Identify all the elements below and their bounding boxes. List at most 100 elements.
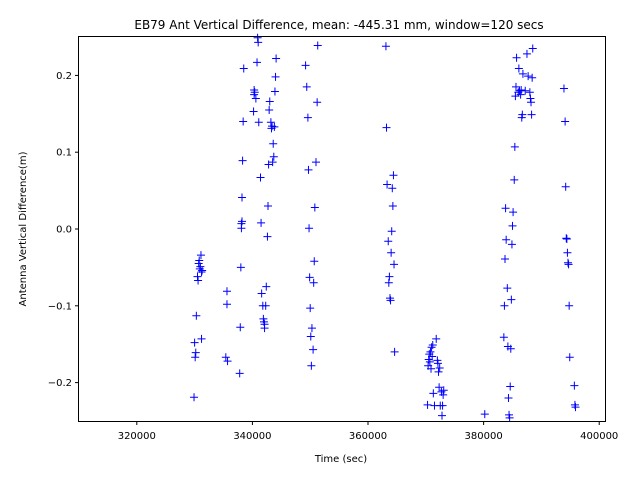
x-tick-label: 360000 xyxy=(349,431,387,442)
data-point xyxy=(384,278,393,287)
data-point xyxy=(511,82,520,91)
data-point xyxy=(263,232,272,241)
data-point xyxy=(527,110,536,119)
data-point xyxy=(194,276,203,285)
axes-frame xyxy=(78,36,606,422)
data-point xyxy=(238,193,247,202)
data-point xyxy=(239,117,248,126)
data-point xyxy=(433,359,442,368)
data-point xyxy=(507,240,516,249)
data-point xyxy=(382,123,391,132)
data-point xyxy=(196,251,205,260)
data-point xyxy=(518,110,527,119)
data-point xyxy=(381,42,390,51)
data-point xyxy=(235,369,244,378)
data-point xyxy=(190,393,199,402)
data-point xyxy=(387,248,396,257)
data-point xyxy=(505,413,514,422)
data-point xyxy=(307,361,316,370)
data-point xyxy=(504,393,513,402)
y-tick-label: 0.0 xyxy=(56,225,72,236)
data-point xyxy=(268,158,277,167)
data-point xyxy=(564,258,573,267)
chart-title: EB79 Ant Vertical Difference, mean: -445… xyxy=(134,18,543,32)
data-point xyxy=(388,201,397,210)
data-point xyxy=(257,289,266,298)
data-point xyxy=(305,224,314,233)
data-point xyxy=(426,347,435,356)
data-point xyxy=(311,158,320,167)
data-point xyxy=(306,304,315,313)
data-point xyxy=(269,152,278,161)
plot-area-marks xyxy=(190,33,580,422)
data-point xyxy=(387,227,396,236)
data-point xyxy=(561,117,570,126)
y-tick-label: −0.1 xyxy=(48,301,72,312)
data-point xyxy=(432,334,441,343)
data-point xyxy=(306,332,315,341)
data-point xyxy=(269,139,278,148)
data-point xyxy=(390,260,399,269)
data-point xyxy=(571,403,580,412)
data-point xyxy=(264,160,273,169)
data-point xyxy=(264,201,273,210)
data-point xyxy=(524,72,533,81)
data-point xyxy=(439,386,448,395)
data-point xyxy=(563,248,572,257)
data-point xyxy=(313,98,322,107)
data-point xyxy=(564,260,573,269)
data-point xyxy=(309,278,318,287)
data-point xyxy=(221,353,230,362)
data-point xyxy=(427,364,436,373)
data-point xyxy=(506,382,515,391)
data-point xyxy=(250,88,259,97)
data-point xyxy=(501,254,510,263)
data-point xyxy=(501,204,510,213)
data-point xyxy=(390,347,399,356)
data-point xyxy=(191,353,200,362)
data-point xyxy=(506,344,515,353)
y-axis-ticks: −0.2 −0.1 0.0 0.1 0.2 xyxy=(48,71,79,389)
data-point xyxy=(565,301,574,310)
x-axis-ticks: 320000 340000 360000 380000 400000 xyxy=(118,421,618,442)
data-point xyxy=(310,257,319,266)
data-point xyxy=(302,82,311,91)
data-point xyxy=(499,333,508,342)
y-tick-label: 0.2 xyxy=(56,71,72,82)
data-point xyxy=(528,73,537,82)
y-tick-label: 0.1 xyxy=(56,148,72,159)
y-tick-label: −0.2 xyxy=(48,378,72,389)
data-point xyxy=(435,364,444,373)
data-point xyxy=(195,256,204,265)
data-point xyxy=(236,323,245,332)
data-point xyxy=(503,284,512,293)
data-point xyxy=(428,352,437,361)
data-point xyxy=(270,87,279,96)
data-point xyxy=(383,180,392,189)
data-point xyxy=(510,142,519,151)
data-point xyxy=(254,118,263,127)
data-point xyxy=(303,113,312,122)
data-point xyxy=(435,383,444,392)
data-point xyxy=(385,272,394,281)
data-point xyxy=(305,273,314,282)
data-point xyxy=(425,357,434,366)
data-point xyxy=(559,84,568,93)
data-point xyxy=(512,53,521,62)
data-point xyxy=(304,165,313,174)
data-point xyxy=(193,272,202,281)
data-point xyxy=(262,282,271,291)
data-point xyxy=(270,122,279,131)
y-axis-label: Antenna Vertical Difference(m) xyxy=(18,151,29,306)
data-point xyxy=(253,33,262,42)
data-point xyxy=(570,381,579,390)
x-axis-label: Time (sec) xyxy=(314,454,367,465)
data-point xyxy=(526,94,535,103)
data-point xyxy=(192,311,201,320)
data-point xyxy=(198,266,207,275)
data-point xyxy=(386,296,395,305)
data-point xyxy=(507,295,516,304)
data-point xyxy=(438,401,447,410)
data-point xyxy=(307,324,316,333)
data-point xyxy=(236,263,245,272)
